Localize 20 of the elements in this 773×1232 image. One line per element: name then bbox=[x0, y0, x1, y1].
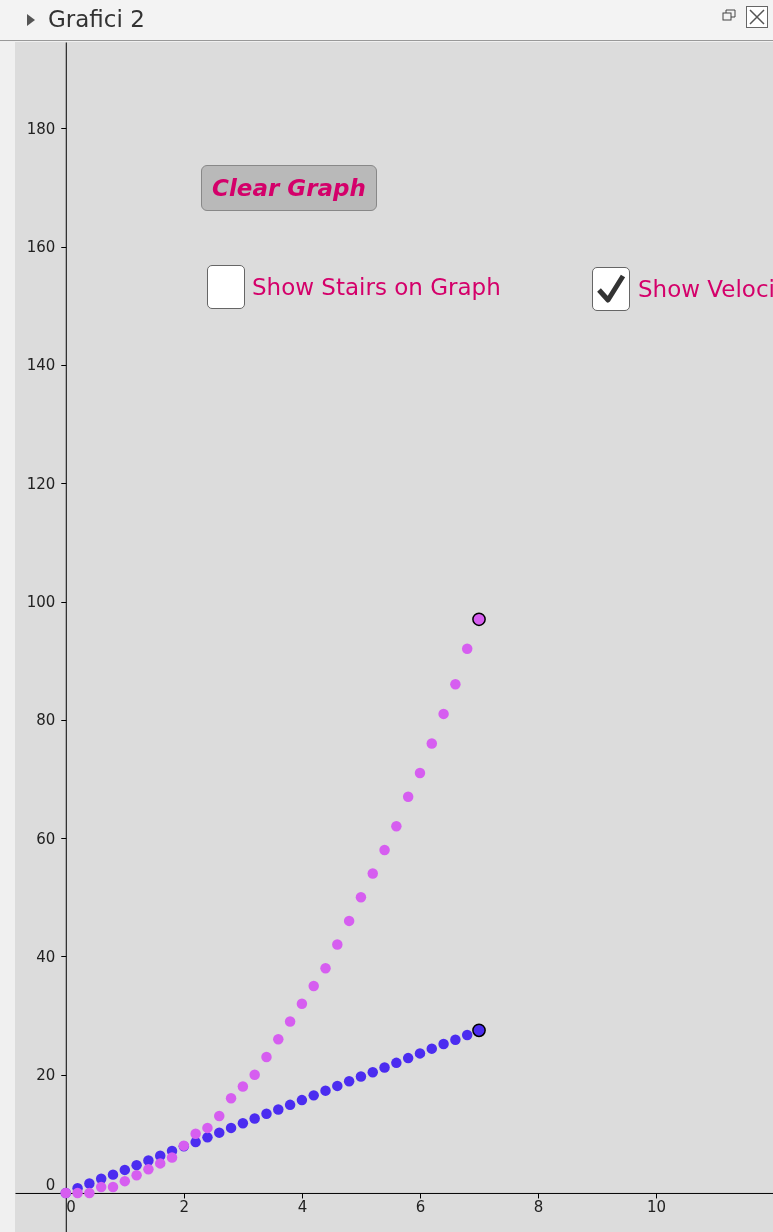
y-tick-label: 160 bbox=[26, 238, 56, 257]
x-tick-label: 0 bbox=[66, 1198, 76, 1217]
y-tick-label: 20 bbox=[36, 1066, 56, 1085]
button: Clear Graph bbox=[201, 165, 377, 211]
chart-title: Grafici 2 bbox=[48, 6, 145, 32]
y-tick-label: 140 bbox=[26, 356, 56, 375]
annotation: Show Stairs on Graph bbox=[252, 274, 501, 300]
y-tick-label: 100 bbox=[26, 593, 56, 612]
y-tick-label: 120 bbox=[26, 474, 56, 493]
annotation: Show Veloci bbox=[638, 276, 773, 302]
y-tick-label: 0 bbox=[45, 1176, 56, 1195]
y-tick-label: 180 bbox=[26, 119, 56, 138]
y-tick-label: 80 bbox=[36, 711, 56, 730]
y-tick-label: 40 bbox=[36, 947, 56, 966]
x-tick-label: 4 bbox=[297, 1198, 308, 1217]
x-tick-label: 8 bbox=[533, 1198, 544, 1217]
x-tick-label: 6 bbox=[415, 1198, 426, 1217]
y-tick-label: 60 bbox=[36, 829, 56, 848]
x-tick-label: 10 bbox=[647, 1198, 667, 1217]
x-tick-label: 2 bbox=[179, 1198, 190, 1217]
